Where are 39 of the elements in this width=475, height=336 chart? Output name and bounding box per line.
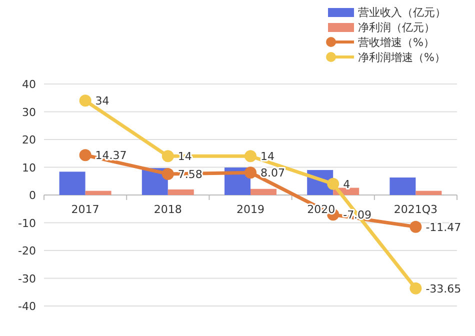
y-tick-label: 10: [22, 161, 36, 174]
bar: [416, 190, 442, 195]
bar: [59, 172, 86, 195]
bar: [250, 188, 276, 195]
y-tick-label: -20: [18, 244, 36, 258]
legend-label: 营收增速（%）: [358, 36, 434, 49]
y-tick-label: 0: [29, 189, 36, 202]
point: [410, 220, 422, 233]
x-tick-label: 2017: [71, 203, 100, 216]
data-label: -33.65: [426, 282, 462, 296]
point: [327, 178, 340, 190]
y-tick-label: 40: [22, 78, 36, 91]
legend-label: 净利润增速（%）: [358, 51, 446, 64]
legend-label: 营业收入（亿元）: [358, 6, 446, 19]
data-label: 4: [343, 178, 350, 191]
point: [79, 94, 92, 107]
point: [162, 150, 174, 162]
data-label: 14: [260, 150, 274, 164]
y-tick-label: -10: [18, 216, 36, 230]
y-tick-label: 20: [22, 134, 36, 146]
point: [410, 282, 422, 294]
y-tick-label: 30: [22, 106, 36, 119]
point: [244, 166, 256, 179]
legend-label: 净利润（亿元）: [358, 21, 435, 34]
point: [244, 150, 256, 162]
data-label: 8.07: [260, 166, 285, 180]
x-tick-label: 2019: [236, 203, 264, 216]
x-tick-label: 2018: [154, 203, 182, 216]
point: [162, 168, 174, 180]
bar: [390, 178, 416, 195]
data-label: 14.37: [95, 149, 127, 162]
bar: [85, 190, 112, 195]
x-tick-label: 2021Q3: [394, 203, 438, 216]
y-tick-label: -30: [18, 272, 36, 286]
y-tick-label: -40: [18, 300, 36, 313]
point: [79, 149, 92, 162]
data-label: 34: [95, 94, 110, 108]
data-label: -11.47: [426, 220, 462, 234]
bar: [168, 189, 194, 195]
